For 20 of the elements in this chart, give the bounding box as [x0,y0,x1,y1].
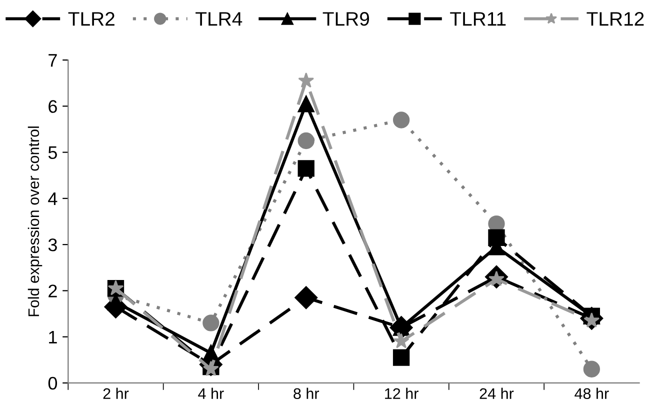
y-tick-label: 0 [48,376,58,390]
x-tick-label: 48 hr [574,388,609,400]
legend-label: TLR11 [450,12,506,26]
y-tick-label: 7 [48,54,57,67]
x-tick-label: 2 hr [103,388,129,399]
x-tick-label: 4 hr [198,388,224,399]
legend-label: TLR4 [196,12,242,26]
y-tick-label: 6 [48,100,57,113]
y-tick-label: 5 [48,146,57,160]
x-tick-label: 8 hr [294,388,320,400]
y-tick-label: 4 [48,192,58,205]
y-axis-title: Fold expression over control [28,126,42,316]
x-tick-label: 24 hr [480,388,514,399]
legend-label: TLR12 [586,12,644,26]
legend-label: TLR9 [322,12,370,26]
y-tick-label: 3 [48,238,57,252]
y-tick-label: 1 [49,330,57,344]
y-tick-label: 2 [48,284,57,298]
x-tick-label: 12 hr [385,388,418,399]
legend-label: TLR2 [68,12,114,26]
